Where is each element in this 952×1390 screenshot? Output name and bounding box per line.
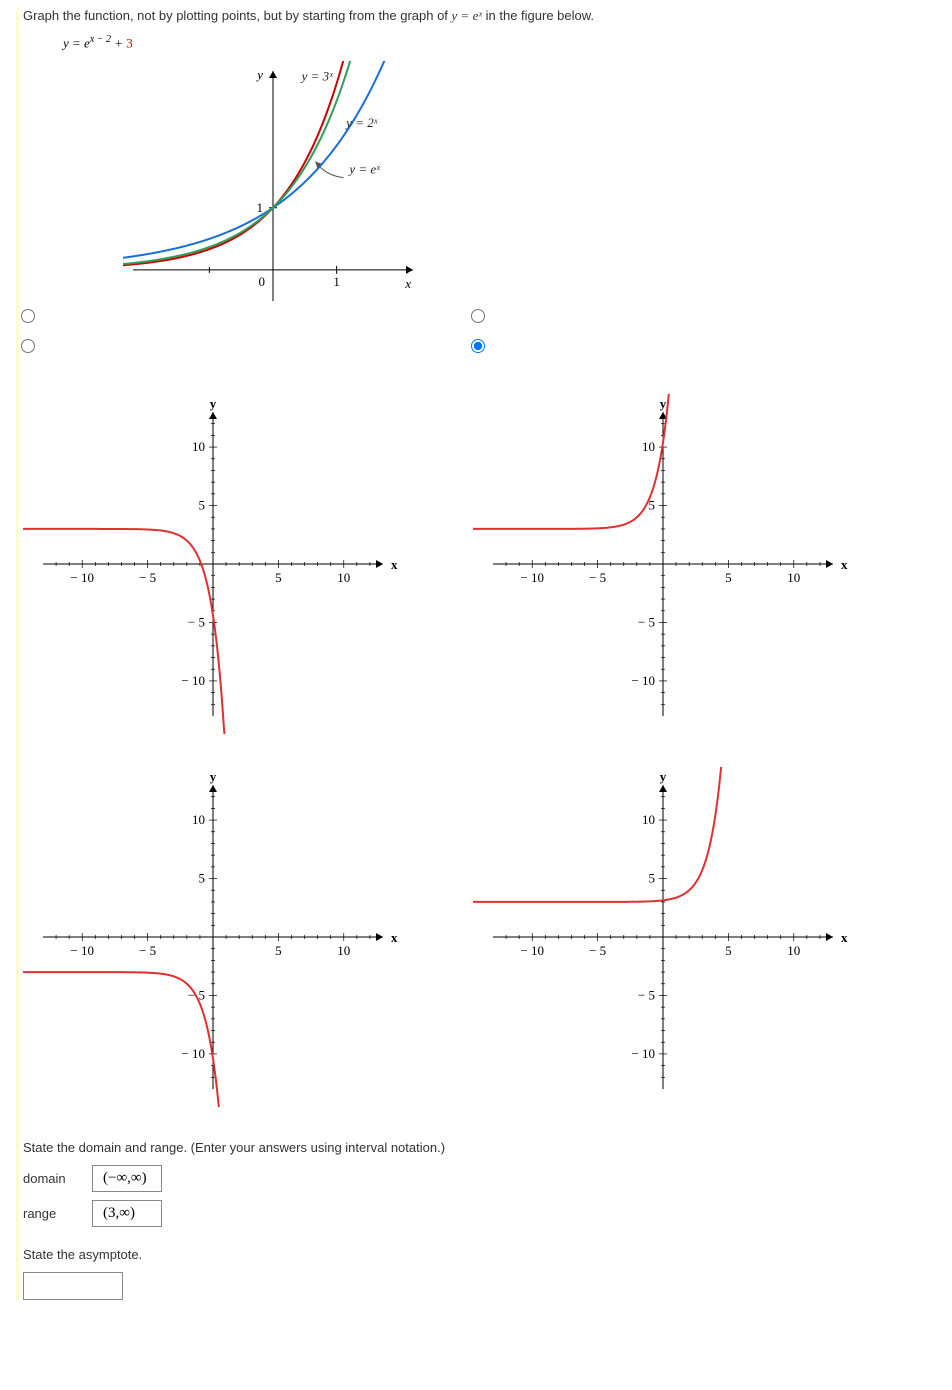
svg-text:x: x	[404, 276, 411, 291]
choice-plot-C: − 10− 5510− 10− 5510xy	[23, 767, 403, 1107]
svg-text:10: 10	[192, 812, 205, 827]
graph-choices: − 10 − 5 5 10 − 10 − 5 5 10 x y − 10 − 5 5 10 − 10 − 5…	[23, 334, 883, 1110]
choice-radio-C[interactable]	[21, 339, 35, 353]
range-label: range	[23, 1206, 78, 1221]
domain-label: domain	[23, 1171, 78, 1186]
svg-text:y = eˣ: y = eˣ	[347, 162, 380, 177]
asymptote-prompt: State the asymptote.	[23, 1247, 936, 1262]
svg-text:− 10: − 10	[520, 943, 544, 958]
range-row: range (3,∞)	[23, 1200, 936, 1227]
svg-text:− 5: − 5	[638, 988, 655, 1003]
choice-D: − 10 − 5 5 10 − 10 − 5 5 10 x y	[473, 767, 883, 1110]
reference-figure-svg: 1 1 0 x y y = 3ˣ y = 2ˣ y = eˣ	[123, 61, 423, 311]
svg-text:x: x	[391, 557, 398, 572]
domain-row: domain (−∞,∞)	[23, 1165, 936, 1192]
svg-text:x: x	[841, 557, 848, 572]
target-equation: y = ex − 2 + 3	[63, 34, 936, 51]
choice-A: − 10 − 5 5 10 − 10 − 5 5 10 x y	[23, 394, 433, 737]
svg-text:5: 5	[199, 871, 206, 886]
range-input[interactable]: (3,∞)	[92, 1200, 162, 1227]
svg-text:1: 1	[333, 274, 340, 289]
svg-text:5: 5	[199, 498, 206, 513]
svg-text:− 5: − 5	[139, 943, 156, 958]
svg-text:10: 10	[642, 812, 655, 827]
svg-text:− 5: − 5	[638, 615, 655, 630]
reference-figure: 1 1 0 x y y = 3ˣ y = 2ˣ y = eˣ	[123, 61, 936, 314]
domain-input[interactable]: (−∞,∞)	[92, 1165, 162, 1192]
svg-text:10: 10	[787, 570, 800, 585]
choice-radio-D[interactable]	[471, 339, 485, 353]
choice-C: − 10− 5510− 10− 5510xy	[23, 767, 433, 1110]
choice-plot-B: − 10− 5510− 10− 5510xy	[473, 394, 853, 734]
svg-text:− 10: − 10	[631, 1046, 655, 1061]
svg-text:− 5: − 5	[188, 615, 205, 630]
svg-text:1: 1	[257, 200, 264, 215]
svg-text:y: y	[210, 769, 217, 784]
svg-text:5: 5	[649, 871, 656, 886]
svg-text:10: 10	[642, 439, 655, 454]
question-container: Graph the function, not by plotting poin…	[16, 8, 936, 1300]
question-prompt: Graph the function, not by plotting poin…	[23, 8, 936, 24]
svg-text:10: 10	[337, 570, 350, 585]
svg-text:− 10: − 10	[70, 570, 94, 585]
svg-text:10: 10	[787, 943, 800, 958]
choice-B: − 10− 5510− 10− 5510xy	[473, 394, 883, 737]
svg-text:− 10: − 10	[631, 673, 655, 688]
svg-text:− 10: − 10	[181, 673, 205, 688]
svg-text:− 10: − 10	[181, 1046, 205, 1061]
svg-text:5: 5	[275, 943, 282, 958]
svg-text:5: 5	[275, 570, 282, 585]
asymptote-input[interactable]	[23, 1272, 123, 1300]
prompt-prefix: Graph the function, not by plotting poin…	[23, 8, 452, 23]
svg-text:− 10: − 10	[520, 570, 544, 585]
svg-text:y: y	[660, 396, 667, 411]
svg-text:0: 0	[259, 274, 266, 289]
svg-text:x: x	[841, 930, 848, 945]
svg-text:y = 3ˣ: y = 3ˣ	[300, 69, 334, 84]
svg-text:y: y	[210, 396, 217, 411]
choice-plot-A: − 10 − 5 5 10 − 10 − 5 5 10 x y	[23, 394, 403, 734]
choice-plot-D: − 10 − 5 5 10 − 10 − 5 5 10 x y	[473, 767, 853, 1107]
svg-text:− 5: − 5	[139, 570, 156, 585]
svg-text:10: 10	[337, 943, 350, 958]
prompt-suffix: in the figure below.	[486, 8, 594, 23]
svg-text:5: 5	[725, 943, 732, 958]
svg-text:10: 10	[192, 439, 205, 454]
prompt-base-fn: y = eˣ	[452, 8, 482, 23]
domain-range-prompt: State the domain and range. (Enter your …	[23, 1140, 936, 1155]
svg-text:− 5: − 5	[589, 943, 606, 958]
svg-text:5: 5	[725, 570, 732, 585]
svg-text:− 10: − 10	[70, 943, 94, 958]
svg-text:y: y	[255, 67, 263, 82]
choice-radio-B[interactable]	[471, 309, 485, 323]
svg-text:− 5: − 5	[589, 570, 606, 585]
choice-radio-A[interactable]	[21, 309, 35, 323]
svg-text:y = 2ˣ: y = 2ˣ	[344, 115, 378, 130]
svg-text:y: y	[660, 769, 667, 784]
svg-text:x: x	[391, 930, 398, 945]
